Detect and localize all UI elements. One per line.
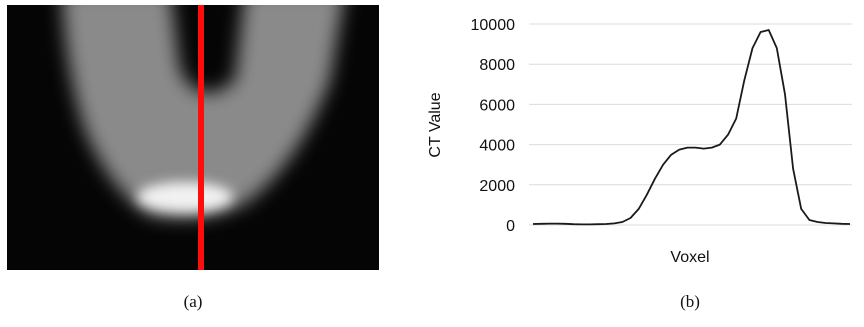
- ct-image: [7, 0, 379, 270]
- y-axis-label: CT Value: [427, 92, 444, 157]
- y-tick-label: 4000: [479, 138, 515, 155]
- y-tick-label: 2000: [479, 178, 515, 195]
- figure: (a) (b) CT Value Voxel 0 2000 4000 6000 8000…: [0, 0, 864, 327]
- y-tick-label: 6000: [479, 97, 515, 114]
- caption: (b): [680, 292, 700, 311]
- y-tick-label: 8000: [479, 57, 515, 74]
- y-tick-label: 10000: [471, 17, 516, 34]
- y-tick-label: 0: [506, 218, 515, 235]
- x-axis-label: Voxel: [670, 249, 709, 266]
- line-series: [533, 30, 850, 224]
- caption: (a): [184, 292, 203, 311]
